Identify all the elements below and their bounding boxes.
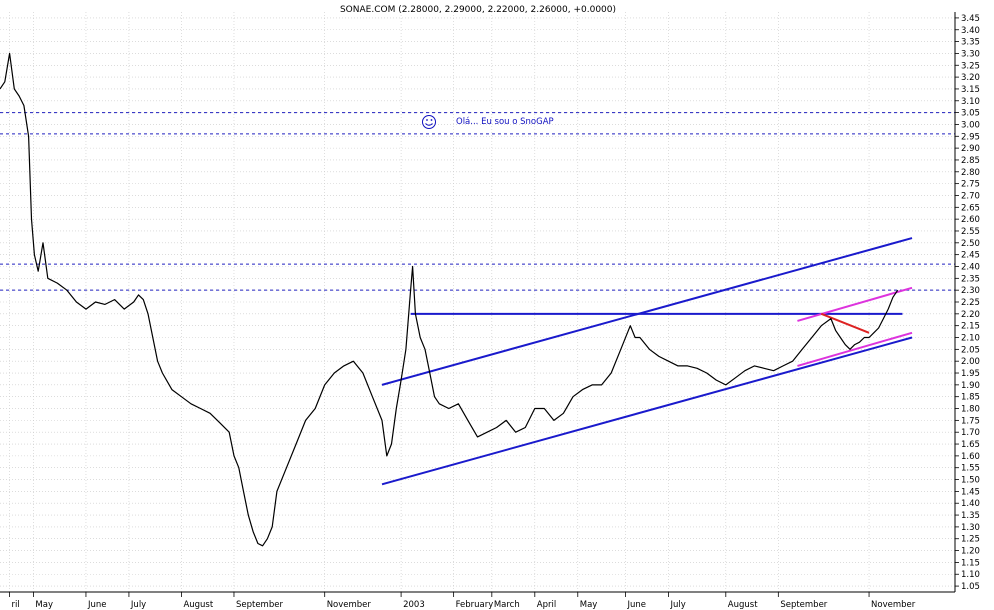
y-tick-label: 2.05: [961, 345, 980, 355]
y-tick-label: 3.05: [961, 109, 980, 119]
x-tick-label: November: [327, 600, 372, 610]
y-tick-label: 3.00: [961, 120, 980, 130]
y-tick-label: 2.75: [961, 180, 980, 190]
y-tick-label: 2.55: [961, 227, 980, 237]
y-tick-label: 1.20: [961, 547, 980, 557]
y-tick-label: 1.45: [961, 487, 980, 497]
x-tick-label: July: [130, 600, 146, 610]
trend-line: [820, 312, 870, 334]
y-tick-label: 2.45: [961, 251, 980, 261]
y-tick-label: 2.70: [961, 191, 980, 201]
x-tick-label: June: [627, 600, 647, 610]
y-tick-label: 2.95: [961, 132, 980, 142]
x-tick-label: July: [670, 600, 686, 610]
y-tick-label: 3.10: [961, 97, 980, 107]
y-tick-label: 2.10: [961, 334, 980, 344]
y-tick-label: 1.55: [961, 464, 980, 474]
y-axis: 1.05 1.10 1.151.20 1.25 1.30 1.35 1.40 1.451.50…: [954, 12, 980, 592]
chart-title: SONAE.COM (2.28000, 2.29000, 2.22000, 2.…: [340, 5, 616, 15]
y-tick-label: 1.05: [961, 582, 980, 592]
x-tick-label: April: [537, 600, 556, 610]
x-tick-label: September: [780, 600, 827, 610]
y-tick-label: 2.25: [961, 298, 980, 308]
horizontal-levels: [0, 112, 955, 291]
trend-line: [381, 336, 913, 486]
chart-grid: [0, 12, 955, 592]
y-tick-label: 1.15: [961, 558, 980, 568]
y-tick-label: 2.65: [961, 203, 980, 213]
y-tick-label: 1.90: [961, 381, 980, 391]
y-tick-label: 1.70: [961, 428, 980, 438]
y-tick-label: 2.00: [961, 357, 980, 367]
y-tick-label: 1.85: [961, 393, 980, 403]
x-tick-label: February: [456, 600, 494, 610]
y-tick-label: 2.15: [961, 322, 980, 332]
y-tick-label: 1.25: [961, 535, 980, 545]
y-tick-label: 1.10: [961, 570, 980, 580]
x-tick-label: August: [183, 600, 213, 610]
y-tick-label: 2.90: [961, 144, 980, 154]
y-tick-label: 1.30: [961, 523, 980, 533]
smiley-eye-left: [426, 119, 428, 121]
x-tick-label: March: [494, 600, 520, 610]
x-tick-label: September: [236, 600, 283, 610]
x-tick-label: June: [87, 600, 107, 610]
y-tick-label: 1.65: [961, 440, 980, 450]
x-tick-label: 2003: [403, 600, 425, 610]
y-tick-label: 1.95: [961, 369, 980, 379]
x-tick-label: August: [728, 600, 758, 610]
y-tick-label: 3.35: [961, 38, 980, 48]
y-tick-label: 1.40: [961, 499, 980, 509]
x-tick-label: May: [580, 600, 598, 610]
y-tick-label: 3.15: [961, 85, 980, 95]
trend-line: [381, 237, 913, 386]
x-axis: ril May June July August September November 200…: [0, 591, 955, 610]
y-tick-label: 3.20: [961, 73, 980, 83]
trend-line: [797, 286, 913, 322]
y-tick-label: 2.30: [961, 286, 980, 296]
y-tick-label: 1.75: [961, 416, 980, 426]
trend-lines: [381, 237, 913, 486]
x-tick-label: November: [871, 600, 916, 610]
y-tick-label: 3.25: [961, 61, 980, 71]
smiley-eye-right: [430, 119, 433, 121]
x-tick-label: May: [35, 600, 53, 610]
y-tick-label: 2.80: [961, 168, 980, 178]
y-tick-label: 3.45: [961, 14, 980, 24]
annotation: Olá... Eu sou o SnoGAP: [422, 115, 554, 129]
y-tick-label: 3.40: [961, 26, 980, 36]
y-tick-label: 2.60: [961, 215, 980, 225]
trend-line: [797, 331, 913, 367]
y-tick-label: 1.60: [961, 452, 980, 462]
y-tick-label: 2.20: [961, 310, 980, 320]
smiley-icon: [422, 115, 436, 129]
y-tick-label: 1.50: [961, 476, 980, 486]
y-tick-label: 2.40: [961, 262, 980, 272]
price-series: [0, 52, 899, 547]
price-line: [0, 52, 899, 547]
y-tick-label: 2.35: [961, 274, 980, 284]
smiley-mouth: [425, 123, 433, 126]
y-tick-label: 1.35: [961, 511, 980, 521]
x-tick-label: ril: [12, 600, 20, 610]
y-tick-label: 1.80: [961, 405, 980, 415]
annotation-text: Olá... Eu sou o SnoGAP: [456, 117, 554, 127]
y-tick-label: 2.50: [961, 239, 980, 249]
y-tick-label: 2.85: [961, 156, 980, 166]
y-tick-label: 3.30: [961, 49, 980, 59]
